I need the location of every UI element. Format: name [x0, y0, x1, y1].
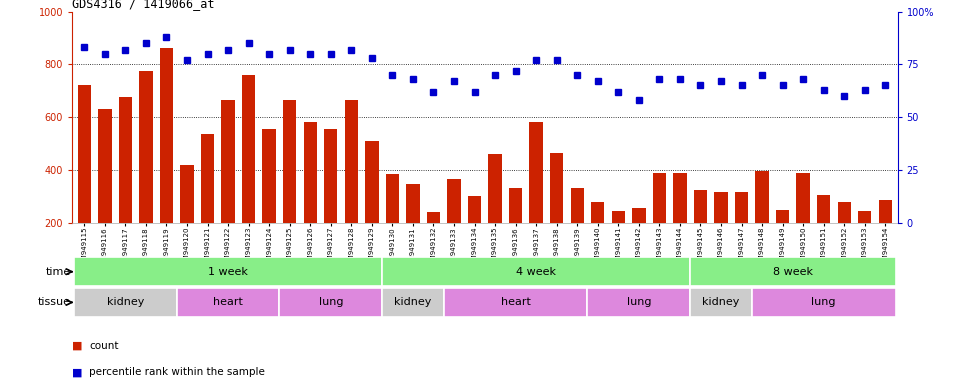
Text: heart: heart	[213, 297, 243, 308]
Bar	[591, 202, 605, 276]
Bar	[406, 184, 420, 276]
Bar	[858, 211, 872, 276]
Bar	[78, 86, 91, 276]
Text: ■: ■	[72, 341, 86, 351]
Text: lung: lung	[811, 297, 836, 308]
Bar	[632, 208, 645, 276]
Bar	[427, 212, 440, 276]
Bar	[324, 129, 338, 276]
Text: GDS4316 / 1419066_at: GDS4316 / 1419066_at	[72, 0, 214, 10]
Bar	[797, 172, 810, 276]
Bar	[74, 288, 177, 317]
Bar	[98, 109, 111, 276]
Text: percentile rank within the sample: percentile rank within the sample	[89, 367, 265, 377]
Text: kidney: kidney	[703, 297, 739, 308]
Bar	[752, 288, 896, 317]
Bar	[612, 211, 625, 276]
Bar	[119, 97, 132, 276]
Bar	[468, 196, 481, 276]
Text: 8 week: 8 week	[773, 266, 813, 277]
Bar	[303, 122, 317, 276]
Bar	[653, 172, 666, 276]
Bar	[673, 172, 686, 276]
Bar	[489, 154, 502, 276]
Text: ■: ■	[72, 367, 86, 377]
Bar	[694, 190, 708, 276]
Bar	[180, 165, 194, 276]
Bar	[756, 171, 769, 276]
Bar	[382, 288, 444, 317]
Bar	[690, 288, 752, 317]
Text: 4 week: 4 week	[516, 266, 556, 277]
Bar	[262, 129, 276, 276]
Bar	[550, 153, 564, 276]
Bar	[530, 122, 542, 276]
Bar	[222, 100, 235, 276]
Text: time: time	[46, 266, 71, 277]
Bar	[386, 174, 399, 276]
Bar	[201, 134, 214, 276]
Bar	[74, 257, 382, 286]
Bar	[279, 288, 382, 317]
Bar	[878, 200, 892, 276]
Text: tissue: tissue	[38, 297, 71, 308]
Bar	[734, 192, 748, 276]
Bar	[690, 257, 896, 286]
Text: kidney: kidney	[395, 297, 432, 308]
Bar	[817, 195, 830, 276]
Bar	[570, 189, 584, 276]
Bar	[447, 179, 461, 276]
Bar	[365, 141, 378, 276]
Bar	[177, 288, 279, 317]
Text: lung: lung	[627, 297, 651, 308]
Text: count: count	[89, 341, 119, 351]
Text: 1 week: 1 week	[208, 266, 248, 277]
Bar	[837, 202, 851, 276]
Bar	[242, 75, 255, 276]
Bar	[588, 288, 690, 317]
Text: heart: heart	[501, 297, 531, 308]
Bar	[345, 100, 358, 276]
Text: kidney: kidney	[107, 297, 144, 308]
Bar	[776, 210, 789, 276]
Bar	[382, 257, 690, 286]
Bar	[283, 100, 297, 276]
Bar	[159, 48, 173, 276]
Bar	[714, 192, 728, 276]
Text: lung: lung	[319, 297, 343, 308]
Bar	[139, 71, 153, 276]
Bar	[509, 189, 522, 276]
Bar	[444, 288, 588, 317]
